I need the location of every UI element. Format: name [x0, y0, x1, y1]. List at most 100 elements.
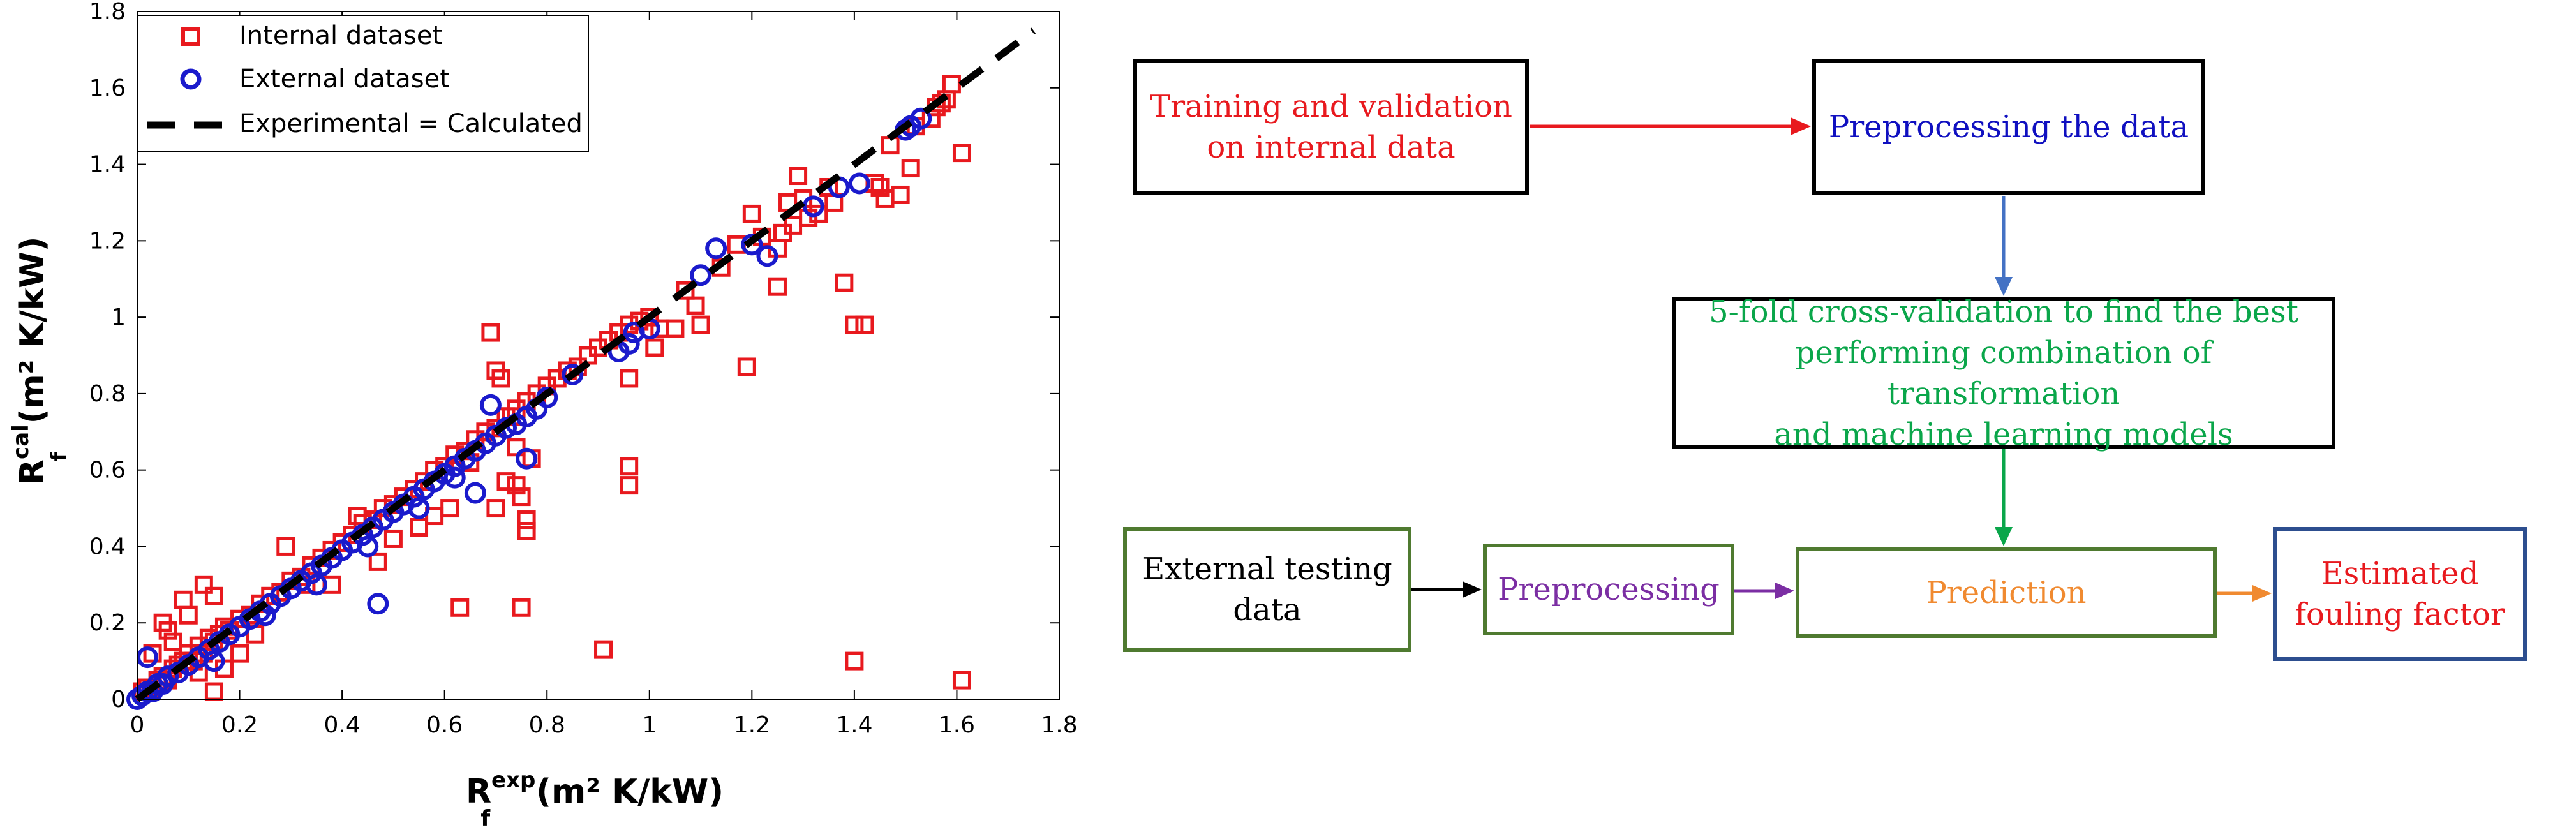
- internal-point: [158, 621, 177, 640]
- internal-point: [230, 644, 249, 663]
- scatter-chart: 0 0.2 0.4 0.6 0.8 1 1.2 1.4 1.6 1.8 0 0.2 0.4 0.6 0.8 1…: [8, 0, 1078, 831]
- internal-point: [768, 277, 787, 296]
- y-tick-label: 1.8: [89, 0, 126, 25]
- internal-point: [163, 632, 182, 651]
- x-tick-label: 1: [642, 712, 657, 738]
- y-tick-label: 1.2: [89, 228, 126, 254]
- external-point: [516, 447, 538, 470]
- x-tick-label: 1.4: [836, 712, 872, 738]
- y-tick-label: 1.6: [89, 75, 126, 101]
- internal-point: [952, 671, 971, 690]
- external-point: [705, 237, 727, 260]
- internal-point: [855, 315, 874, 334]
- internal-point: [870, 177, 890, 197]
- internal-point: [481, 323, 500, 342]
- y-axis-sup: cal: [8, 424, 34, 459]
- external-point: [443, 466, 466, 489]
- internal-point: [789, 167, 808, 186]
- y-axis-base: R: [13, 459, 52, 485]
- internal-point: [276, 537, 295, 556]
- internal-point: [645, 338, 664, 357]
- estimated-box: Estimated fouling factor: [2273, 527, 2527, 661]
- x-tick-label: 0.4: [324, 712, 360, 738]
- plot-frame: [137, 11, 1060, 700]
- y-axis-sub: f: [47, 451, 72, 461]
- internal-point: [640, 308, 659, 327]
- internal-point: [507, 476, 526, 495]
- external-point: [562, 363, 584, 385]
- y-tick-label: 0.2: [89, 610, 126, 636]
- preprocess-data-text: Preprocessing the data: [1828, 109, 2189, 145]
- arrow-training-to-preprocess: [1530, 117, 1811, 135]
- x-tick-label: 1.8: [1041, 712, 1077, 738]
- internal-point: [410, 518, 429, 537]
- legend-external-label: External dataset: [239, 64, 450, 94]
- y-tick-label: 1.4: [89, 152, 126, 178]
- external-testing-box: External testing data: [1123, 527, 1411, 652]
- training-text: Training and validation on internal data: [1150, 89, 1512, 165]
- external-point: [756, 245, 778, 267]
- internal-point: [517, 510, 536, 530]
- x-axis-sub: f: [480, 806, 491, 831]
- external-point: [741, 234, 763, 256]
- external-point: [367, 593, 389, 615]
- external-testing-text: External testing data: [1142, 551, 1392, 628]
- external-point: [357, 535, 379, 558]
- legend-internal-label: Internal dataset: [239, 21, 442, 50]
- external-point: [305, 574, 327, 596]
- external-point: [137, 646, 159, 669]
- internal-point: [517, 521, 536, 540]
- external-point: [910, 107, 932, 130]
- internal-point: [901, 159, 920, 178]
- internal-point: [942, 75, 961, 94]
- arrow-cv-to-prediction: [1995, 449, 2013, 546]
- internal-point: [691, 315, 710, 334]
- arrow-prediction-to-estimated: [2217, 585, 2272, 602]
- internal-point: [737, 357, 756, 376]
- x-tick-label: 1.6: [939, 712, 975, 738]
- preprocessing-text: Preprocessing: [1498, 572, 1720, 607]
- internal-point: [799, 208, 818, 227]
- internal-point: [512, 487, 531, 507]
- internal-point: [891, 185, 910, 204]
- x-axis-sup: exp: [491, 768, 535, 793]
- internal-point: [450, 598, 470, 617]
- internal-point: [179, 605, 198, 625]
- internal-point: [742, 204, 761, 223]
- internal-point: [845, 651, 864, 671]
- internal-point: [676, 281, 695, 300]
- x-tick-label: 1.2: [734, 712, 770, 738]
- legend-line-label: Experimental = Calculated: [239, 109, 583, 138]
- identity-line: [135, 27, 1036, 702]
- external-point: [848, 172, 870, 195]
- internal-point: [686, 296, 705, 315]
- arrow-external-to-preprocessing: [1411, 581, 1482, 598]
- internal-point: [368, 552, 387, 571]
- arrow-preprocessing-to-prediction: [1734, 583, 1794, 599]
- preprocessing-box: Preprocessing: [1483, 544, 1734, 635]
- y-tick-label: 0.8: [89, 381, 126, 407]
- x-axis-title: Rexp f (m² K/kW): [466, 768, 724, 831]
- external-point: [802, 195, 824, 218]
- external-point: [203, 650, 225, 672]
- legend-external-marker: [180, 68, 202, 90]
- internal-point: [835, 273, 854, 292]
- legend-internal-marker: [181, 27, 200, 46]
- internal-point: [594, 640, 613, 659]
- y-tick-label: 1: [111, 304, 126, 331]
- internal-point: [620, 369, 639, 388]
- internal-point: [204, 586, 223, 605]
- y-tick-label: 0.6: [89, 457, 126, 484]
- cross-validation-box: 5-fold cross-validation to find the best…: [1672, 294, 2335, 452]
- internal-point: [143, 644, 162, 663]
- internal-point: [845, 315, 864, 334]
- estimated-text: Estimated fouling factor: [2295, 556, 2505, 632]
- internal-point: [952, 144, 971, 163]
- arrow-preprocess-to-cv: [1995, 196, 2013, 296]
- y-tick-label: 0.4: [89, 533, 126, 560]
- internal-point: [383, 529, 403, 548]
- external-point: [690, 264, 712, 286]
- training-box: Training and validation on internal data: [1133, 59, 1529, 195]
- x-axis-unit: (m² K/kW): [536, 773, 724, 811]
